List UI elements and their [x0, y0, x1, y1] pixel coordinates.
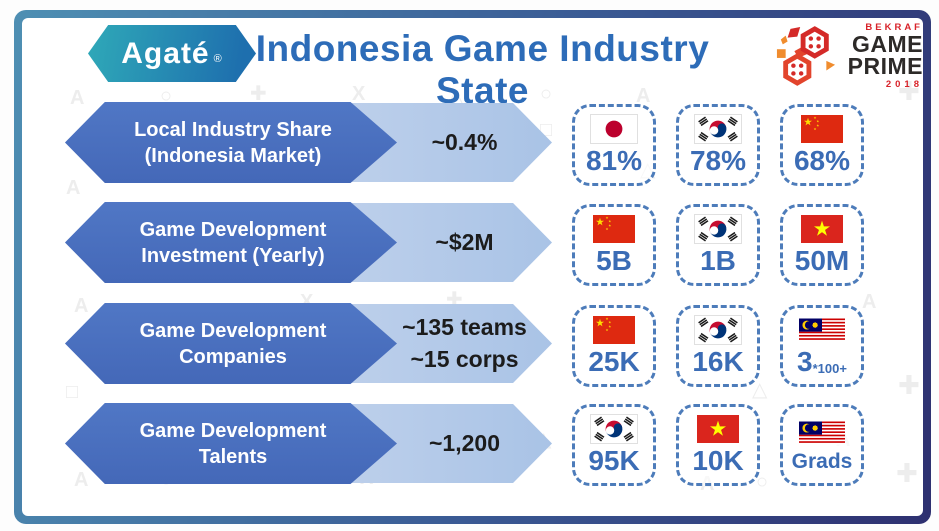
game-label: GAME [852, 31, 923, 58]
metric-row-investment: Game Development Investment (Yearly) ~$2… [65, 202, 552, 283]
background-symbol-icon: A [74, 295, 89, 317]
china-flag-icon [591, 316, 637, 344]
japan-flag-icon [591, 115, 637, 143]
metric-row-local-industry-share: Local Industry Share (Indonesia Market) … [65, 102, 552, 183]
metric-value: ~0.4% [431, 128, 498, 155]
stat-card: 68% [780, 104, 864, 186]
bekraf-game-prime-logo: BEKRAF GAME PRIME 2018 [775, 16, 927, 96]
stat-card: 95K [572, 404, 656, 486]
background-symbol-icon: △ [752, 379, 768, 401]
background-symbol-icon: ○ [756, 471, 769, 493]
malaysia-flag-icon [799, 419, 845, 447]
background-symbol-icon: ○ [540, 83, 553, 105]
metric-label: Game Development Companies [139, 319, 327, 368]
arrow-label-banner [65, 202, 397, 283]
stat-card: 5B [572, 204, 656, 286]
agate-logo-text: Agaté [121, 36, 210, 70]
metric-value: ~$2M [435, 228, 494, 255]
registered-trademark-icon: ® [213, 52, 223, 65]
stat-card-value: 81% [585, 145, 643, 176]
background-symbol-icon: ○ [160, 85, 173, 107]
background-symbol-icon: ✚ [898, 370, 920, 400]
metric-value: ~135 teams ~15 corps [402, 314, 527, 372]
vietnam-flag-icon [799, 215, 845, 243]
background-symbol-icon: □ [66, 381, 79, 403]
background-symbol-icon: △ [448, 85, 464, 107]
stat-card-value: 5B [596, 245, 632, 276]
background-symbol-icon: A [74, 469, 89, 491]
page-title: Indonesia Game Industry State [255, 28, 710, 111]
background-symbol-icon: X [352, 83, 366, 105]
south-korea-flag-icon [591, 415, 637, 443]
metric-label: Local Industry Share (Indonesia Market) [134, 118, 332, 167]
background-symbol-icon: ✚ [250, 83, 267, 105]
background-symbol-icon: ✚ [896, 458, 918, 488]
stat-card-value: 50M [794, 245, 850, 276]
malaysia-flag-icon [799, 316, 845, 344]
game-prime-wordmark: BEKRAF GAME PRIME 2018 [837, 23, 923, 90]
south-korea-flag-icon [695, 215, 741, 243]
stat-card-value: Grads [791, 449, 853, 473]
stat-card-value: 10K [692, 445, 744, 476]
stat-card-value: 68% [793, 145, 851, 176]
background-symbol-icon: A [636, 85, 651, 107]
stat-card: 1B [676, 204, 760, 286]
stat-card: Grads [780, 404, 864, 486]
vietnam-flag-icon [695, 415, 741, 443]
arrow-label-banner [65, 303, 397, 384]
stat-card-value: 16K [692, 346, 744, 377]
china-flag-icon [591, 215, 637, 243]
background-symbol-icon: A [70, 87, 85, 109]
arrow-label-banner [65, 102, 397, 183]
bekraf-label: BEKRAF [865, 21, 923, 33]
agate-logo: Agaté ® [88, 25, 256, 82]
stat-card-value: 1B [700, 245, 736, 276]
metric-label: Game Development Investment (Yearly) [139, 218, 327, 267]
metric-value: ~1,200 [429, 429, 500, 456]
background-symbol-icon: A [862, 291, 877, 313]
stat-card: 50M [780, 204, 864, 286]
metric-row-talents: Game Development Talents ~1,200 [65, 403, 552, 484]
metric-label: Game Development Talents [139, 419, 327, 468]
south-korea-flag-icon [695, 316, 741, 344]
stat-card-value: 25K [588, 346, 640, 377]
stat-card-value: 95K [588, 445, 640, 476]
game-prime-controller-icon [776, 26, 836, 86]
stat-card: 16K [676, 305, 760, 387]
south-korea-flag-icon [695, 115, 741, 143]
stat-card-value: 78% [689, 145, 747, 176]
stat-card-value: 3 *100+ [797, 346, 847, 377]
background-symbol-icon: ✚ [898, 76, 920, 106]
stat-card: 10K [676, 404, 760, 486]
metric-row-companies: Game Development Companies ~135 teams ~1… [65, 303, 552, 384]
arrow-label-banner [65, 403, 397, 484]
background-symbol-icon: A [66, 177, 81, 199]
stat-card: 81% [572, 104, 656, 186]
stat-card: 78% [676, 104, 760, 186]
prime-label: PRIME [847, 53, 923, 79]
stat-card: 25K [572, 305, 656, 387]
year-label: 2018 [885, 78, 923, 90]
stat-card: 3 *100+ [780, 305, 864, 387]
china-flag-icon [799, 115, 845, 143]
